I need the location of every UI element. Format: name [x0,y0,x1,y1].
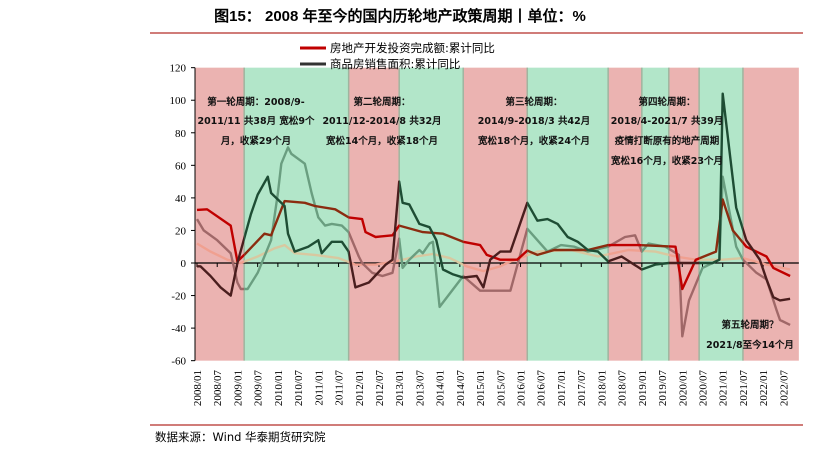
band-tight [742,67,799,361]
x-tick-label: 2014/01 [435,370,447,406]
annotation-line: 第一轮周期：2008/9- [207,96,305,108]
y-tick-label: 120 [170,63,187,75]
y-tick-label: -40 [171,323,186,335]
x-tick-label: 2020/01 [677,370,689,406]
annotation-line: 2021/8至今14个月 [706,339,794,351]
x-tick-label: 2012/01 [354,370,366,406]
y-tick-label: 60 [175,160,187,172]
x-tick-label: 2018/01 [596,370,608,406]
series-lines [195,92,791,338]
x-tick-label: 2010/01 [273,370,285,406]
annotation-line: 2014/9-2018/3 共42月 [478,115,591,127]
legend-label-investment: 房地产开发投资完成额:累计同比 [330,41,495,55]
band-tight [463,67,528,361]
x-tick-label: 2013/07 [414,370,426,407]
x-tick-label: 2015/01 [475,370,487,406]
annotation-cycle-4: 第四轮周期： 2018/4-2021/7 共39月 疫情打断原有的地产周期 宽松… [610,96,723,167]
x-tick-label: 2011/01 [313,370,325,406]
x-tick-label: 2019/01 [637,370,649,406]
annotation-line: 第二轮周期： [353,96,410,108]
annotation-cycle-5: 第五轮周期？ 2021/8至今14个月 [706,319,794,351]
band-tight [608,67,642,361]
band-loose [244,67,349,361]
x-tick-label: 2022/01 [758,370,770,406]
band-tight [195,67,245,361]
legend-label-sales: 商品房销售面积:累计同比 [330,57,460,71]
x-tick-label: 2022/07 [778,370,790,407]
annotation-line: 第五轮周期？ [721,319,778,331]
x-tick-label: 2020/07 [698,370,710,407]
annotation-cycle-2: 第二轮周期： 2011/12-2014/8 共32月 宽松14个月，收紧18个月 [322,96,441,147]
y-tick-label: 0 [181,258,187,270]
x-tick-label: 2010/07 [293,370,305,407]
annotation-line: 2011/11 共38月 宽松9个 [197,115,315,127]
annotation-line: 第三轮周期： [505,96,562,108]
x-tick-label: 2017/01 [556,370,568,406]
annotation-cycle-1: 第一轮周期：2008/9- 2011/11 共38月 宽松9个 月，收紧29个月 [197,96,315,147]
x-tick-label: 2008/01 [192,370,204,406]
y-tick-label: -20 [171,291,186,303]
y-tick-label: 40 [175,193,187,205]
annotation-line: 第四轮周期： [638,96,695,108]
policy-bands [195,67,799,361]
x-tick-label: 2013/01 [394,370,406,406]
y-tick-label: 100 [170,95,187,107]
x-tick-label: 2015/07 [495,370,507,407]
annotation-line: 2011/12-2014/8 共32月 [322,115,441,127]
band-loose [641,67,669,361]
y-tick-label: -60 [171,356,186,368]
annotation-line: 宽松16个月，收紧23个月 [610,155,723,167]
annotation-cycle-3: 第三轮周期： 2014/9-2018/3 共42月 宽松18个月，收紧24个月 [477,96,590,147]
x-tick-label: 2016/01 [516,370,528,406]
x-tick-label: 2021/07 [738,370,750,407]
annotation-line: 月，收紧29个月 [220,135,291,147]
x-tick-label: 2014/07 [455,370,467,407]
band-loose [399,67,464,361]
y-tick-label: 80 [175,128,187,140]
band-loose [527,67,609,361]
x-tick-label: 2019/07 [657,370,669,407]
x-tick-label: 2016/07 [536,370,548,407]
x-tick-label: 2009/01 [232,370,244,406]
band-tight [668,67,700,361]
x-tick-label: 2011/07 [334,370,346,406]
annotation-line: 宽松14个月，收紧18个月 [325,135,438,147]
annotation-line: 疫情打断原有的地产周期 [615,135,720,147]
annotation-line: 宽松18个月，收紧24个月 [477,135,590,147]
x-tick-label: 2009/07 [253,370,265,407]
x-tick-label: 2017/07 [576,370,588,407]
annotation-line: 2018/4-2021/7 共39月 [611,115,724,127]
x-tick-label: 2008/07 [212,370,224,407]
legend: 房地产开发投资完成额:累计同比 商品房销售面积:累计同比 [300,41,495,71]
source-note: 数据来源：Wind 华泰期货研究院 [155,430,326,444]
y-tick-label: 20 [175,225,187,237]
band-tight [348,67,400,361]
x-tick-label: 2021/01 [718,370,730,406]
axes: 120 100 80 60 40 20 0 -20 -40 -60 2008/01 2008/07 20… [170,63,799,406]
chart-title: 图15： 2008 年至今的国内历轮地产政策周期丨单位：% [214,7,586,25]
x-tick-label: 2012/07 [374,370,386,407]
x-tick-label: 2018/07 [617,370,629,407]
